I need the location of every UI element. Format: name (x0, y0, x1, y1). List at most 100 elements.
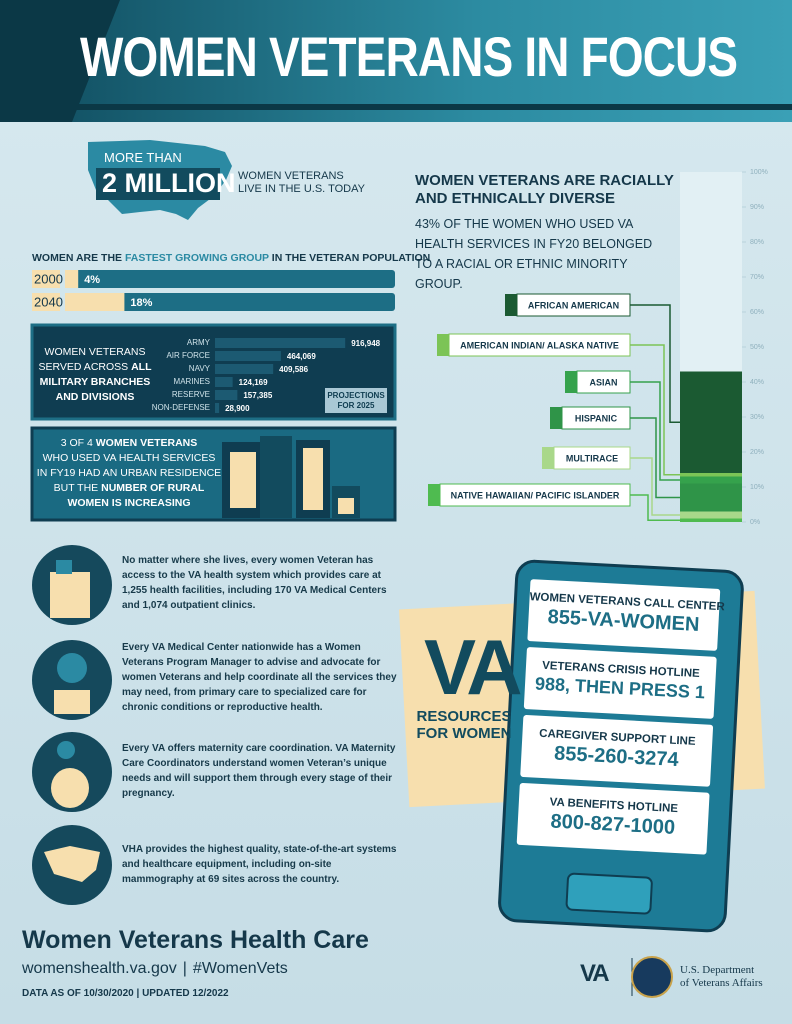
info-circle (32, 640, 112, 720)
urban-text-part: IN FY19 HAD AN URBAN RESIDENCE (36, 467, 222, 479)
category-label: ARMY (187, 338, 211, 347)
va-seal (631, 956, 673, 998)
bar (215, 351, 281, 361)
race-subtitle: 43% OF THE WOMEN WHO USED VA HEALTH SERV… (415, 217, 653, 291)
info-text: No matter where she lives, every women V… (122, 555, 387, 611)
value-label: 18% (130, 297, 152, 309)
resource-card: CAREGIVER SUPPORT LINE 855-260-3274 (520, 714, 714, 787)
projection-box (325, 388, 387, 413)
footer-hashtag: #WomenVets (192, 960, 288, 977)
y-tick-label: 40% (750, 379, 764, 386)
footer-logo: VA (580, 960, 610, 987)
y-tick-label: 10% (750, 484, 764, 491)
bar (215, 390, 238, 400)
legend-box (576, 370, 631, 394)
value-label: 157,385 (243, 391, 272, 400)
bar (215, 338, 346, 348)
bar (215, 364, 274, 374)
y-tick-label: 0% (750, 519, 760, 526)
info-circle (32, 825, 112, 905)
legend-label: NATIVE HAWAIIAN/ PACIFIC ISLANDER (451, 490, 620, 500)
bar (65, 270, 79, 288)
urban-text-bold: NUMBER OF RURAL (101, 482, 205, 494)
legend-swatch (550, 407, 562, 429)
legend-label: AFRICAN AMERICAN (528, 300, 619, 310)
bar-segment (680, 483, 742, 512)
legend-label: MULTIRACE (566, 453, 618, 463)
resources-logo: VA (424, 623, 523, 711)
footer-date: DATA AS OF 10/30/2020 | UPDATED 12/2022 (22, 988, 229, 999)
legend-box (553, 446, 631, 470)
bar-segment (680, 371, 742, 473)
category-label: MARINES (174, 377, 210, 386)
branches-text-line: SERVED ACROSS (38, 361, 129, 373)
header-rule (0, 104, 792, 110)
phone-screen: WOMEN VETERANS CALL CENTER 855-VA-WOMEN V… (499, 560, 744, 931)
category-box (32, 270, 60, 288)
footer-links: womenshealth.va.gov | #WomenVets (22, 960, 288, 978)
y-tick-label: 80% (750, 239, 764, 246)
legend-label: HISPANIC (575, 413, 618, 423)
info-text: Every VA Medical Center nationwide has a… (122, 642, 397, 713)
building-windows (230, 448, 354, 514)
legend-label: AMERICAN INDIAN/ ALASKA NATIVE (460, 340, 619, 350)
bar-segment (680, 476, 742, 484)
branches-text-bold: AND DIVISIONS (55, 391, 135, 403)
legend-connector (630, 304, 680, 423)
y-tick-label: 30% (750, 414, 764, 421)
projection-line: FOR 2025 (337, 401, 375, 410)
footer-dept-line: of Veterans Affairs (680, 977, 763, 989)
legend-swatch (542, 447, 554, 469)
bar-track (65, 270, 395, 288)
hero-caption-line: LIVE IN THE U.S. TODAY (238, 183, 365, 195)
growth-title: WOMEN ARE THE FASTEST GROWING GROUP IN T… (32, 252, 430, 264)
resource-card: VA BENEFITS HOTLINE 800-827-1000 (516, 782, 710, 855)
footer-separator: | (182, 960, 187, 977)
y-tick-label: 70% (750, 274, 764, 281)
branches-text-bold: ALL (131, 361, 152, 373)
y-tick-label: 90% (750, 204, 764, 211)
footer-url[interactable]: womenshealth.va.gov (22, 960, 177, 977)
y-tick-label: 60% (750, 309, 764, 316)
resource-card: WOMEN VETERANS CALL CENTER 855-VA-WOMEN (527, 579, 725, 651)
branches-text-line: WOMEN VETERANS (44, 346, 146, 358)
legend-swatch (565, 371, 577, 393)
bar-track (65, 293, 395, 311)
legend-connector (630, 494, 680, 521)
legend-box (561, 406, 631, 430)
urban-text-bold: WOMEN IS INCREASING (67, 497, 191, 509)
y-tick-label: 50% (750, 344, 764, 351)
category-label: NAVY (189, 364, 211, 373)
phone-button (565, 872, 653, 915)
branches-text: WOMEN VETERANS SERVED ACROSS ALL MILITAR… (36, 345, 154, 405)
growth-title-highlight: FASTEST GROWING GROUP (124, 252, 269, 264)
footer-dept-line: U.S. Department (680, 964, 755, 976)
urban-text-bold: WOMEN VETERANS (95, 437, 198, 449)
legend-connector (630, 381, 680, 481)
bar-segment (680, 473, 742, 477)
value-label: 409,586 (279, 365, 308, 374)
category-label: RESERVE (172, 390, 210, 399)
legend-swatch (505, 294, 517, 316)
value-label: 916,948 (351, 339, 380, 348)
bar (215, 403, 220, 413)
bar (215, 377, 233, 387)
page-title: WOMEN VETERANS IN FOCUS (80, 25, 738, 88)
legend-box (448, 333, 631, 357)
resources-title: RESOURCES FOR WOMEN (416, 708, 512, 742)
hero-number: 2 MILLION (102, 168, 236, 198)
header-band (0, 0, 792, 122)
hero-caption: WOMEN VETERANS LIVE IN THE U.S. TODAY (238, 170, 365, 196)
value-label: 28,900 (225, 404, 250, 413)
category-label: 2000 (34, 271, 63, 286)
footer-dept: U.S. Department of Veterans Affairs (680, 964, 763, 990)
legend-connector (630, 457, 680, 516)
legend-connector (630, 344, 680, 476)
bar (65, 293, 125, 311)
branches-text-bold: MILITARY BRANCHES (39, 376, 151, 388)
urban-text-part: WHO USED VA HEALTH SERVICES (42, 452, 216, 464)
growth-title-part: IN THE VETERAN POPULATION (271, 252, 431, 264)
footer-title: Women Veterans Health Care (22, 926, 369, 954)
urban-text-part: 3 OF 4 (60, 437, 93, 449)
